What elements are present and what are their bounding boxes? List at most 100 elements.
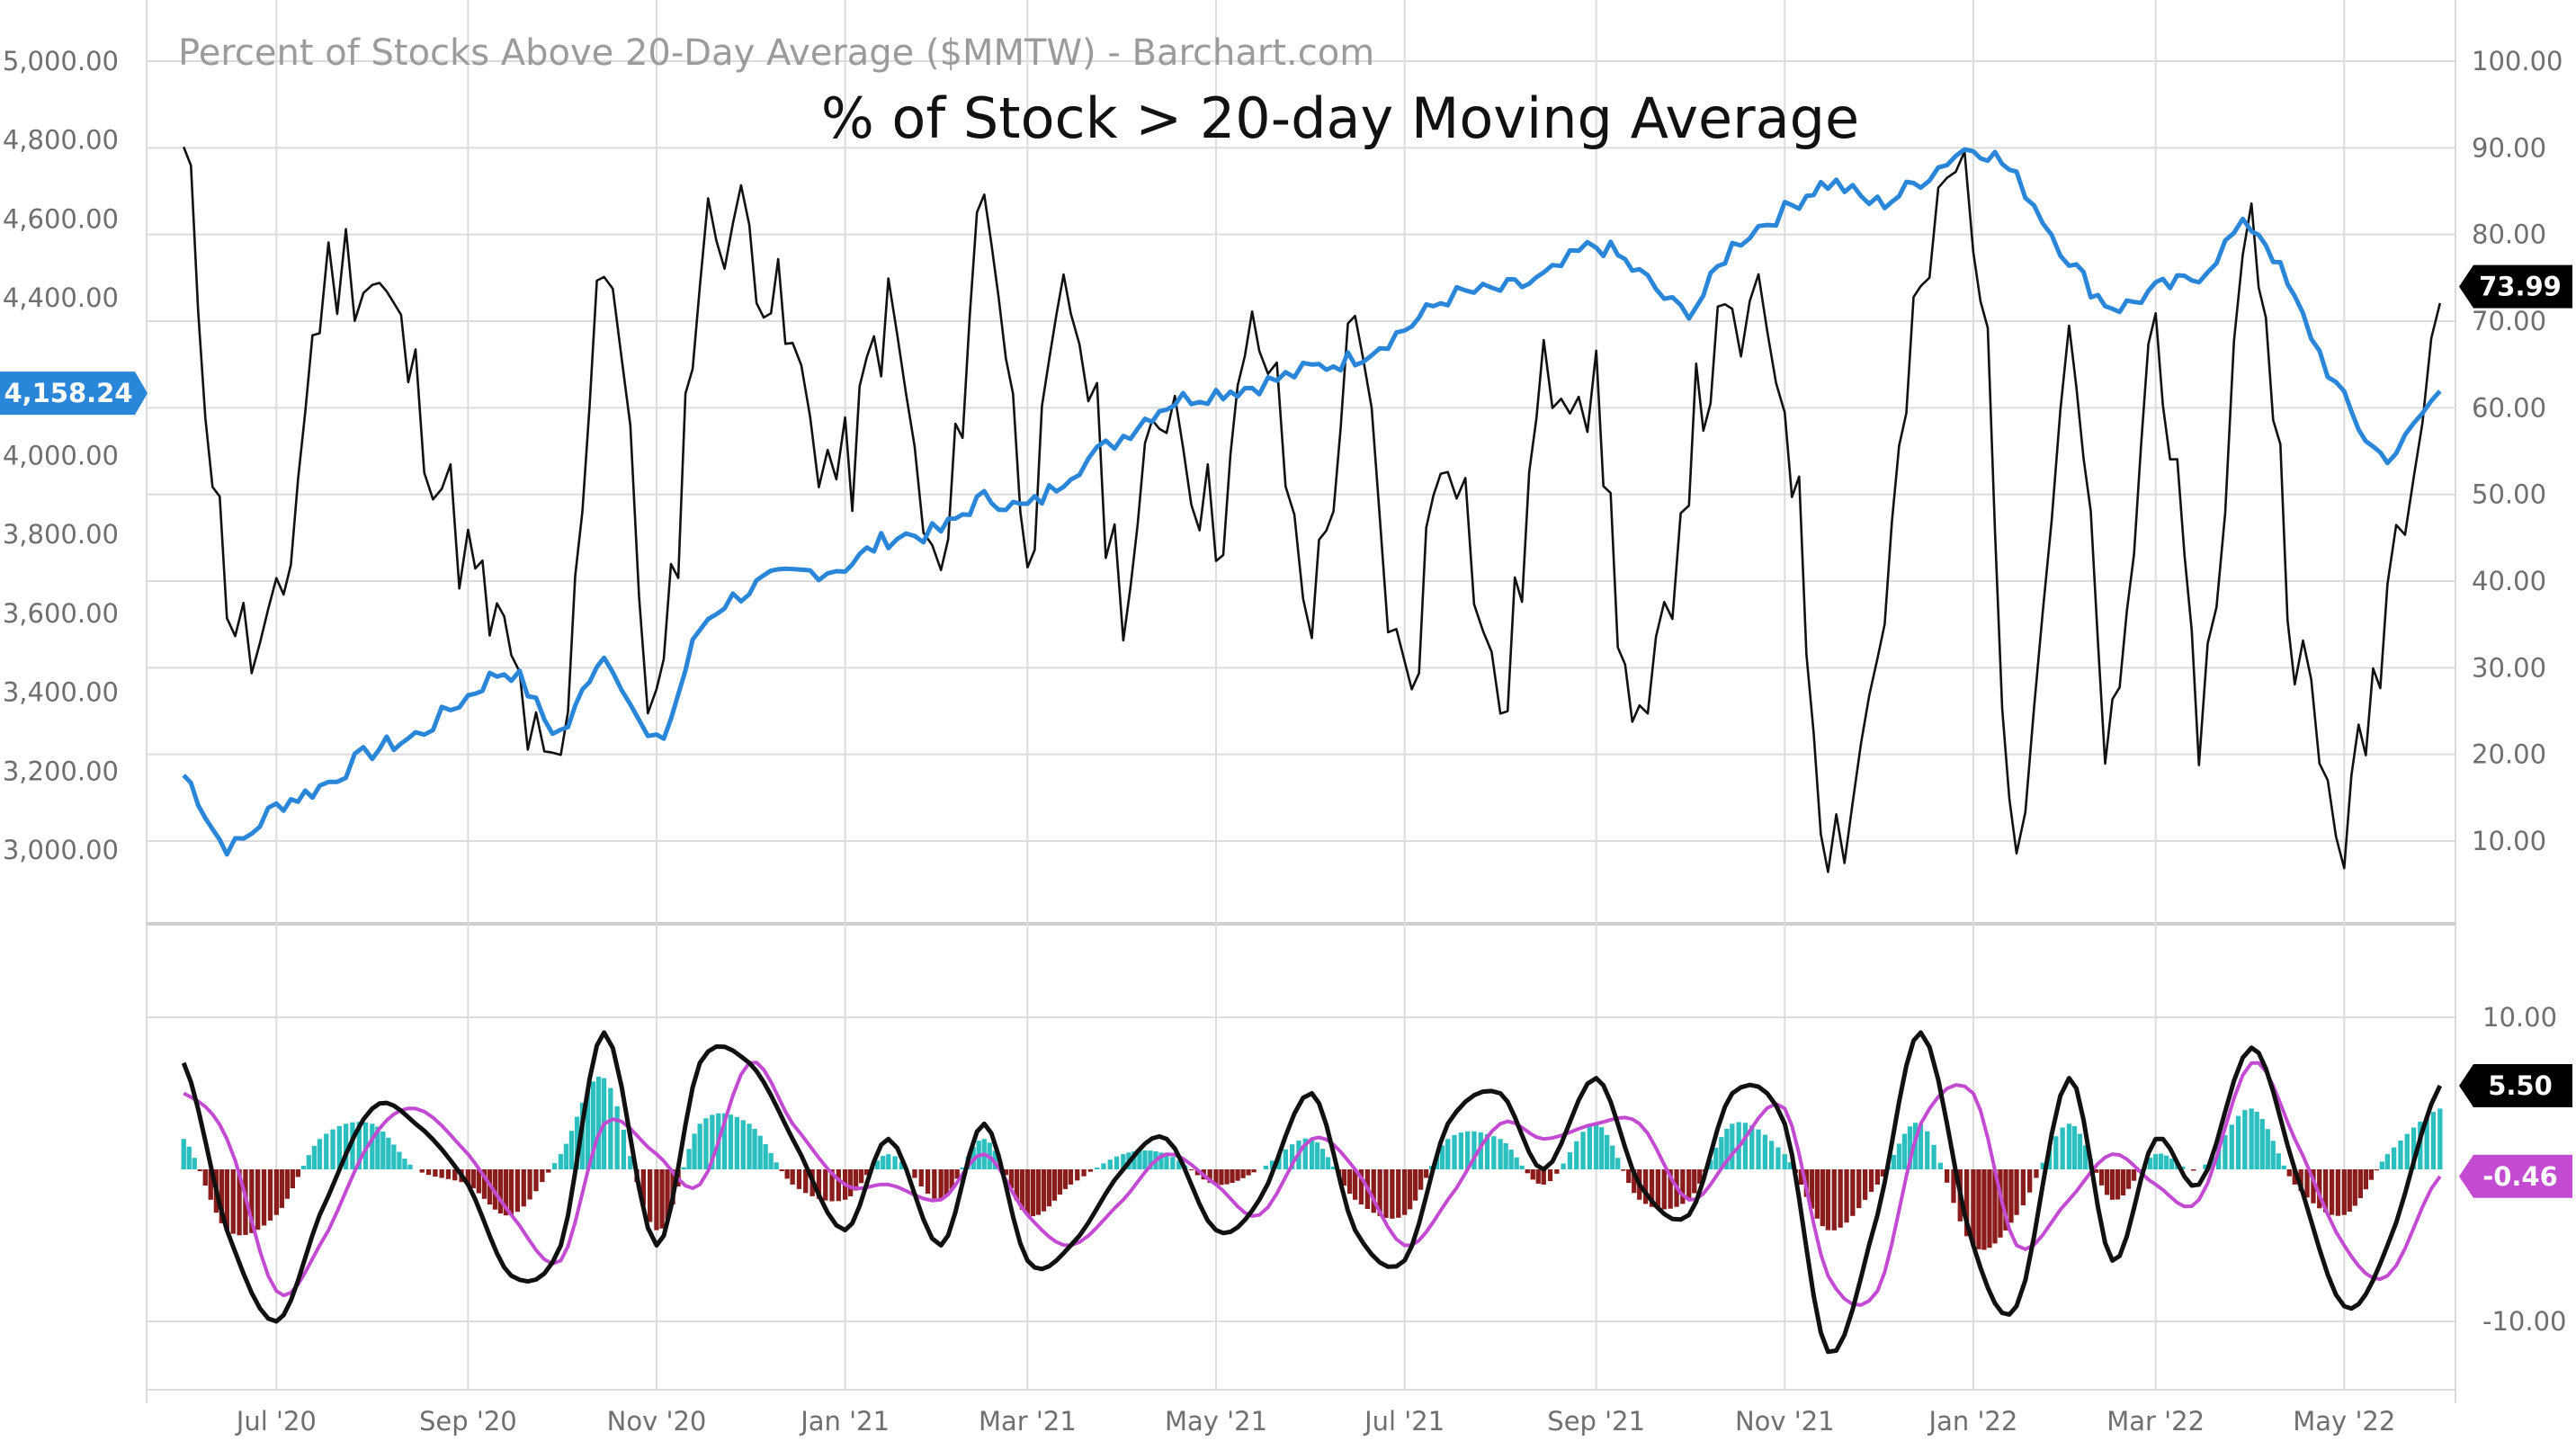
histogram-bar <box>521 1169 526 1207</box>
breadth-last-badge-shape <box>2459 264 2572 309</box>
price-last-badge-text: 4,158.24 <box>4 378 132 408</box>
histogram-bar <box>1114 1156 1120 1169</box>
histogram-bar <box>796 1169 802 1189</box>
histogram-bar <box>2060 1127 2065 1169</box>
histogram-bar <box>752 1128 757 1169</box>
histogram-bar <box>2404 1133 2410 1169</box>
histogram-bar <box>918 1169 924 1186</box>
histogram-bar <box>1131 1150 1137 1169</box>
histogram-bar <box>1567 1152 1573 1169</box>
histogram-bar <box>546 1169 551 1173</box>
left-tick-label: 3,200.00 <box>3 756 119 786</box>
histogram-bar <box>2304 1169 2310 1198</box>
histogram-bar <box>2424 1116 2429 1169</box>
left-tick-label: 5,000.00 <box>3 46 119 76</box>
histogram-bar <box>2329 1169 2335 1215</box>
histogram-bar <box>2357 1169 2363 1198</box>
histogram-bar <box>2053 1136 2059 1169</box>
histogram-bar <box>1863 1169 1868 1200</box>
histogram-bar <box>1874 1169 1880 1185</box>
histogram-bar <box>1547 1169 1553 1182</box>
histogram-bar <box>1697 1169 1703 1184</box>
oscillator-last-badge-shape <box>2459 1064 2572 1108</box>
histogram-bar <box>1491 1136 1497 1169</box>
histogram-bar <box>1945 1169 1950 1183</box>
histogram-bar <box>2082 1145 2089 1169</box>
x-tick-label: Sep '20 <box>419 1406 517 1437</box>
histogram-bar <box>1901 1133 1908 1169</box>
histogram-bar <box>1713 1148 1719 1169</box>
histogram-bar <box>1075 1169 1080 1181</box>
oscillator-last-badge: 5.50 <box>2459 1064 2572 1108</box>
right-tick-label: 100.00 <box>2472 46 2563 76</box>
histogram-bar <box>533 1169 539 1192</box>
histogram-bar <box>1719 1137 1724 1169</box>
histogram-bar <box>336 1125 342 1169</box>
signal-last-badge-text: -0.46 <box>2482 1161 2558 1192</box>
histogram-bar <box>1452 1134 1457 1169</box>
x-tick-label: Mar '22 <box>2106 1406 2205 1437</box>
histogram-bar <box>503 1169 509 1216</box>
histogram-bar <box>380 1132 386 1169</box>
histogram-bar <box>686 1149 692 1169</box>
histogram-bar <box>1535 1169 1541 1184</box>
histogram-bar <box>2265 1129 2270 1169</box>
histogram-bar <box>1358 1169 1364 1204</box>
histogram-bar <box>728 1114 734 1169</box>
histogram-bar <box>1838 1169 1843 1228</box>
histogram-bar <box>710 1114 715 1169</box>
histogram-bar <box>790 1169 795 1185</box>
histogram-bar <box>881 1156 886 1169</box>
histogram-bar <box>2437 1108 2443 1169</box>
histogram-bar <box>703 1118 709 1169</box>
histogram-bar <box>197 1169 202 1171</box>
histogram-bar <box>1062 1169 1069 1189</box>
histogram-bar <box>763 1143 768 1169</box>
histogram-bar <box>585 1090 591 1169</box>
histogram-bar <box>1632 1169 1637 1194</box>
right-tick-label: 90.00 <box>2472 132 2546 163</box>
histogram-bar <box>1035 1169 1041 1215</box>
histogram-bar <box>1276 1155 1282 1169</box>
histogram-bar <box>1309 1139 1315 1169</box>
histogram-bar <box>230 1169 236 1234</box>
x-tick-label: Nov '20 <box>607 1406 707 1437</box>
left-tick-label: 4,600.00 <box>3 203 119 234</box>
histogram-bar <box>1925 1131 1930 1169</box>
histogram-bar <box>2235 1115 2241 1169</box>
histogram-bar <box>192 1158 197 1169</box>
x-tick-label: Sep '21 <box>1547 1406 1645 1437</box>
right-tick-label: 20.00 <box>2472 739 2546 770</box>
histogram-bar <box>1041 1169 1047 1212</box>
histogram-bar <box>829 1169 835 1202</box>
price-last-badge: 4,158.24 <box>0 371 148 416</box>
histogram-bar <box>1158 1152 1164 1169</box>
histogram-bar <box>1424 1169 1429 1178</box>
histogram-bar <box>2254 1112 2259 1169</box>
histogram-bar <box>2368 1169 2374 1180</box>
histogram-bar <box>1478 1132 1483 1169</box>
histogram-bar <box>1530 1169 1535 1180</box>
histogram-bar <box>2077 1133 2083 1169</box>
histogram-bar <box>1896 1143 1902 1169</box>
left-tick-label: 3,000.00 <box>3 835 119 865</box>
oscillator-last-badge-text: 5.50 <box>2488 1070 2553 1101</box>
histogram-bar <box>237 1169 242 1236</box>
histogram-bar <box>1508 1150 1514 1169</box>
histogram-bar <box>563 1143 569 1169</box>
histogram-bar <box>362 1122 369 1169</box>
histogram-bar <box>1030 1169 1035 1217</box>
histogram-bar <box>2323 1169 2329 1213</box>
histogram-bar <box>1661 1169 1667 1210</box>
series-lines <box>181 146 2443 1355</box>
histogram-bar <box>768 1153 774 1169</box>
histogram-bar <box>1418 1169 1424 1190</box>
histogram-bar <box>1891 1154 1897 1169</box>
histogram-bar <box>1240 1169 1246 1178</box>
histogram-bar <box>1655 1169 1660 1209</box>
histogram-bar <box>439 1169 444 1178</box>
histogram-bar <box>1302 1138 1308 1169</box>
histogram-bar <box>1931 1144 1936 1169</box>
histogram-bar <box>1270 1160 1275 1169</box>
